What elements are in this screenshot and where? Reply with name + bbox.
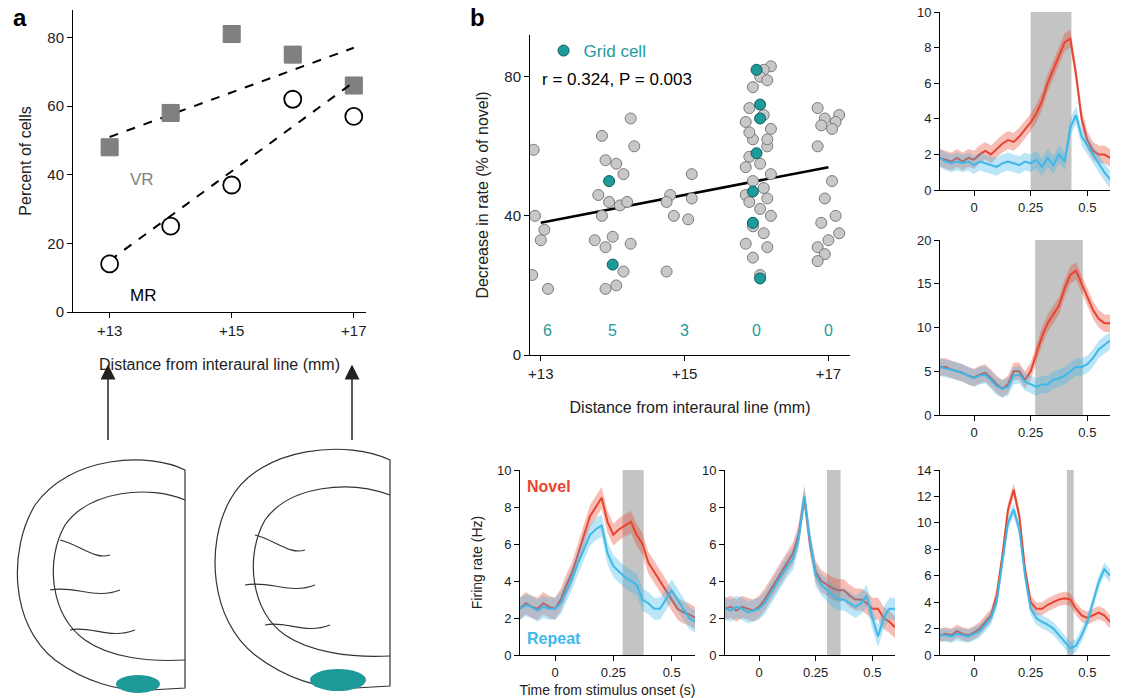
svg-text:60: 60 <box>47 97 64 114</box>
svg-text:4: 4 <box>709 574 716 589</box>
svg-text:Repeat: Repeat <box>527 630 581 647</box>
svg-text:8: 8 <box>504 500 511 515</box>
svg-text:MR: MR <box>130 286 156 305</box>
svg-text:14: 14 <box>917 463 931 478</box>
svg-text:0: 0 <box>504 648 511 663</box>
svg-text:2: 2 <box>924 147 931 162</box>
svg-text:r = 0.324, P = 0.003: r = 0.324, P = 0.003 <box>542 70 692 89</box>
svg-text:0: 0 <box>924 183 931 198</box>
svg-text:0: 0 <box>752 322 761 339</box>
svg-text:0: 0 <box>551 665 558 680</box>
svg-text:4: 4 <box>924 595 931 610</box>
svg-text:Time from stimulus onset (s): Time from stimulus onset (s) <box>519 682 695 698</box>
svg-text:0: 0 <box>970 665 977 680</box>
svg-text:5: 5 <box>608 322 617 339</box>
svg-text:6: 6 <box>924 568 931 583</box>
svg-text:4: 4 <box>504 574 511 589</box>
svg-text:0: 0 <box>513 346 521 363</box>
svg-text:6: 6 <box>924 76 931 91</box>
svg-text:8: 8 <box>924 40 931 55</box>
svg-text:10: 10 <box>917 320 931 335</box>
svg-text:0: 0 <box>824 322 833 339</box>
svg-text:Grid cell: Grid cell <box>584 42 646 61</box>
svg-text:0.25: 0.25 <box>1018 425 1043 440</box>
svg-text:20: 20 <box>47 235 64 252</box>
svg-text:4: 4 <box>924 111 931 126</box>
svg-text:10: 10 <box>917 515 931 530</box>
svg-text:12: 12 <box>917 489 931 504</box>
svg-text:Distance from interaural line: Distance from interaural line (mm) <box>99 356 340 373</box>
svg-text:5: 5 <box>924 364 931 379</box>
svg-text:0: 0 <box>924 408 931 423</box>
svg-text:+13: +13 <box>528 365 553 382</box>
svg-text:0.25: 0.25 <box>803 665 828 680</box>
svg-text:+13: +13 <box>97 322 122 339</box>
svg-text:b: b <box>470 4 485 31</box>
svg-text:2: 2 <box>709 611 716 626</box>
svg-text:0.5: 0.5 <box>1078 200 1096 215</box>
svg-text:0.25: 0.25 <box>601 665 626 680</box>
svg-text:6: 6 <box>543 322 552 339</box>
svg-text:0.5: 0.5 <box>1078 425 1096 440</box>
svg-text:6: 6 <box>504 537 511 552</box>
svg-text:0: 0 <box>709 648 716 663</box>
svg-text:+15: +15 <box>672 365 697 382</box>
svg-text:Firing rate (Hz): Firing rate (Hz) <box>469 516 485 609</box>
svg-text:0: 0 <box>970 425 977 440</box>
svg-text:Novel: Novel <box>527 478 571 495</box>
svg-text:10: 10 <box>497 463 511 478</box>
svg-text:VR: VR <box>130 170 154 189</box>
svg-text:0.5: 0.5 <box>863 665 881 680</box>
svg-text:0: 0 <box>56 303 64 320</box>
svg-text:40: 40 <box>47 166 64 183</box>
svg-text:10: 10 <box>917 5 931 20</box>
svg-text:40: 40 <box>504 207 521 224</box>
svg-text:0.5: 0.5 <box>663 665 681 680</box>
svg-text:15: 15 <box>917 276 931 291</box>
svg-text:8: 8 <box>924 542 931 557</box>
svg-text:+15: +15 <box>219 322 244 339</box>
svg-text:Decrease in rate (% of novel): Decrease in rate (% of novel) <box>474 91 491 298</box>
svg-text:Distance from interaural line: Distance from interaural line (mm) <box>570 399 811 416</box>
svg-text:a: a <box>13 4 27 31</box>
svg-text:0.25: 0.25 <box>1018 200 1043 215</box>
svg-text:Percent of cells: Percent of cells <box>17 106 34 215</box>
svg-text:2: 2 <box>504 611 511 626</box>
svg-text:0.5: 0.5 <box>1078 665 1096 680</box>
svg-text:80: 80 <box>47 29 64 46</box>
svg-text:6: 6 <box>709 537 716 552</box>
svg-text:10: 10 <box>702 463 716 478</box>
svg-text:0: 0 <box>755 665 762 680</box>
svg-text:80: 80 <box>504 68 521 85</box>
svg-text:+17: +17 <box>341 322 366 339</box>
svg-text:2: 2 <box>924 621 931 636</box>
svg-text:8: 8 <box>709 500 716 515</box>
svg-text:0.25: 0.25 <box>1018 665 1043 680</box>
svg-text:0: 0 <box>970 200 977 215</box>
svg-text:0: 0 <box>924 648 931 663</box>
svg-text:+17: +17 <box>816 365 841 382</box>
svg-text:3: 3 <box>680 322 689 339</box>
svg-text:20: 20 <box>917 233 931 248</box>
